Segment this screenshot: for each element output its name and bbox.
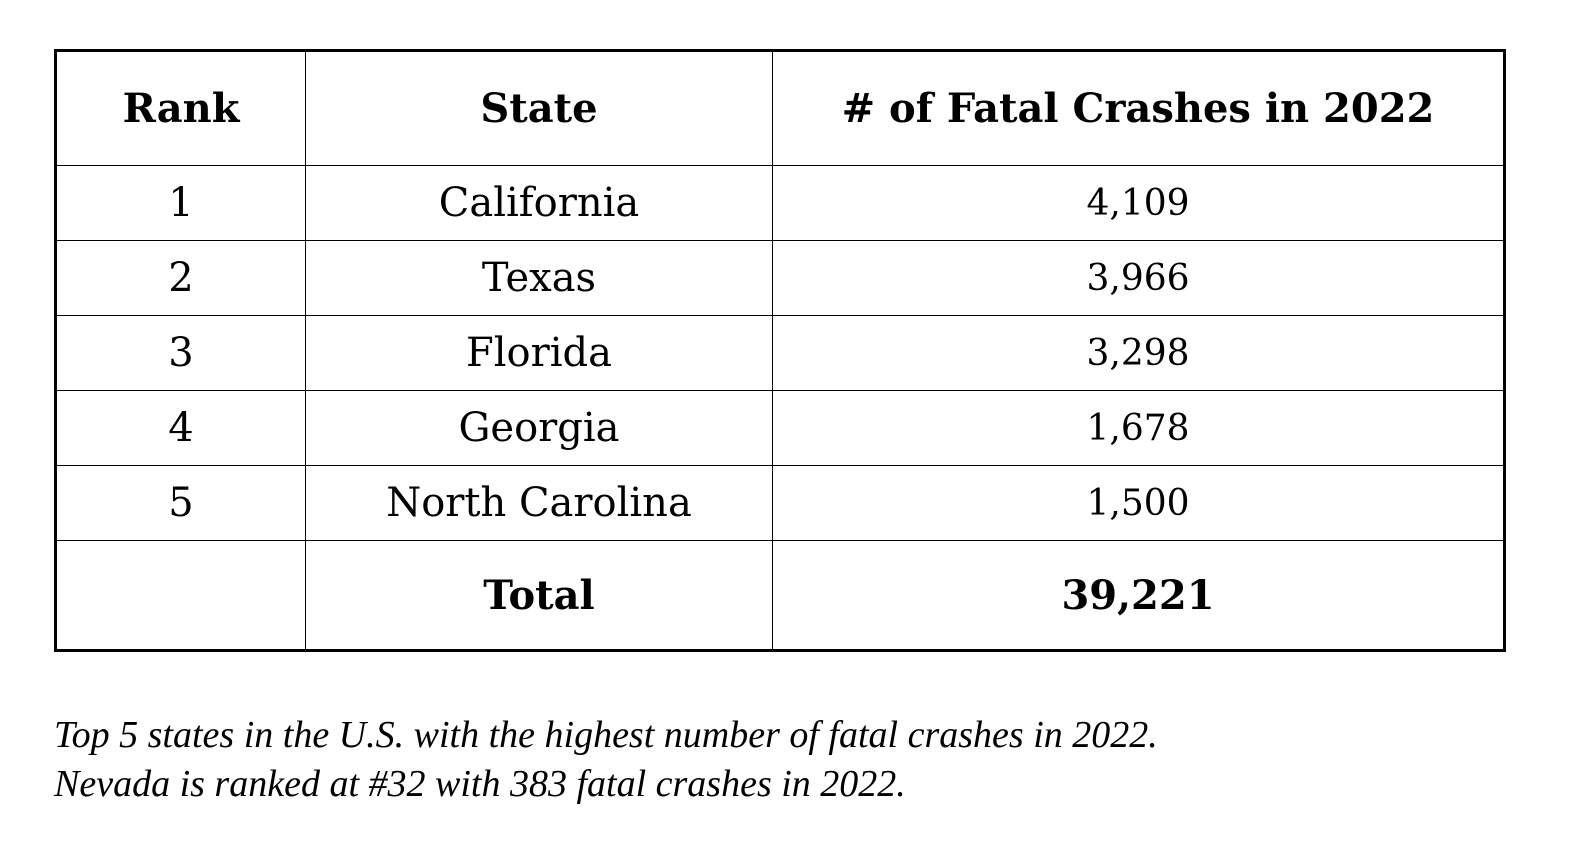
data-table: Rank State # of Fatal Crashes in 2022 1 Cal…	[54, 49, 1506, 652]
table-cell: California	[305, 165, 773, 241]
table-row: 4 Georgia 1,678	[55, 390, 1505, 466]
table-cell: 5	[55, 465, 306, 541]
caption: Nevada is ranked at #32 with 383 fatal c…	[54, 763, 906, 805]
table-cell: North Carolina	[305, 465, 773, 541]
header-cell: # of Fatal Crashes in 2022	[772, 50, 1505, 166]
table-cell: 3,966	[772, 240, 1505, 316]
table-cell: 4,109	[772, 165, 1505, 241]
table-row: 5 North Carolina 1,500	[55, 465, 1505, 541]
table-row: 3 Florida 3,298	[55, 315, 1505, 391]
header-cell: Rank	[55, 50, 306, 166]
table-cell: 3,298	[772, 315, 1505, 391]
header-row: Rank State # of Fatal Crashes in 2022	[55, 50, 1505, 166]
table-cell: Georgia	[305, 390, 773, 466]
table-cell: Texas	[305, 240, 773, 316]
caption: Top 5 states in the U.S. with the highes…	[54, 714, 1158, 756]
table-cell: 4	[55, 390, 306, 466]
table-cell: 3	[55, 315, 306, 391]
total-value: 39,221	[772, 540, 1505, 651]
table-cell: Florida	[305, 315, 773, 391]
header-cell: State	[305, 50, 773, 166]
table-row: 2 Texas 3,966	[55, 240, 1505, 316]
table-cell: 1	[55, 165, 306, 241]
table-cell: 1,500	[772, 465, 1505, 541]
table-cell	[55, 540, 306, 651]
total-label: Total	[305, 540, 773, 651]
table-row: 1 California 4,109	[55, 165, 1505, 241]
total-row: Total 39,221	[55, 540, 1505, 651]
table-cell: 2	[55, 240, 306, 316]
table-cell: 1,678	[772, 390, 1505, 466]
